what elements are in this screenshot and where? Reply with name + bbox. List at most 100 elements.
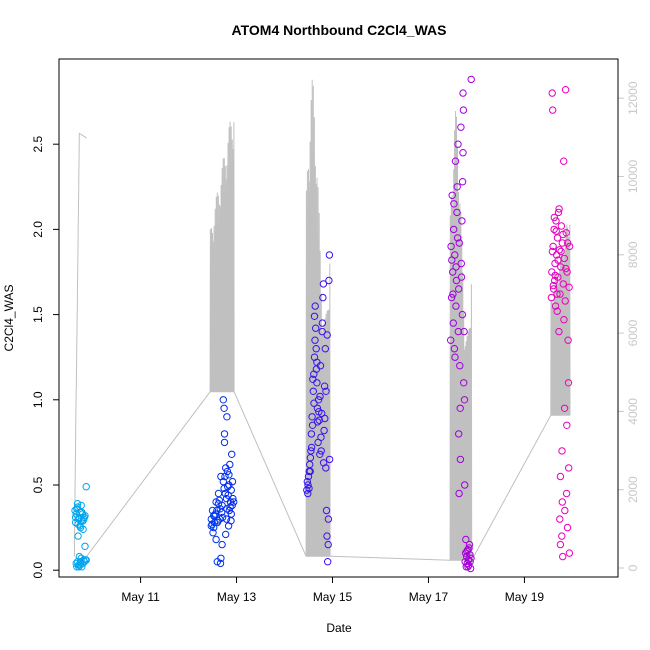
data-point <box>213 506 221 515</box>
data-point <box>564 239 572 247</box>
data-point <box>82 556 90 564</box>
data-point <box>464 563 472 571</box>
data-point <box>553 290 561 298</box>
data-point <box>450 200 458 208</box>
data-point <box>212 535 220 544</box>
data-point <box>217 554 225 562</box>
data-point <box>557 222 566 230</box>
data-point <box>304 472 313 481</box>
y2-tick-label: 12000 <box>626 81 640 115</box>
data-point <box>313 404 322 412</box>
data-point <box>223 467 232 476</box>
data-point <box>564 379 573 387</box>
data-point <box>309 375 317 383</box>
data-point <box>220 430 229 438</box>
data-point <box>226 503 234 511</box>
data-point <box>80 558 89 566</box>
data-point <box>218 508 226 516</box>
data-point <box>563 523 572 532</box>
data-point <box>214 500 223 508</box>
data-point <box>555 205 563 213</box>
data-point <box>452 276 461 285</box>
data-point <box>455 285 463 293</box>
x-tick-label: May 11 <box>121 590 160 604</box>
data-point <box>323 331 331 339</box>
data-point <box>215 496 224 504</box>
y-axis-label: C2Cl4_WAS <box>2 285 16 352</box>
data-point <box>465 540 474 549</box>
y2-tick-label: 6000 <box>626 319 640 346</box>
data-point <box>552 217 560 225</box>
data-point <box>555 327 563 336</box>
data-point <box>324 558 332 566</box>
data-point <box>223 413 231 421</box>
data-point <box>317 447 325 455</box>
data-point <box>458 217 466 225</box>
data-point <box>218 513 227 522</box>
data-point <box>323 532 331 540</box>
data-point <box>457 123 465 131</box>
data-point <box>449 290 457 298</box>
data-point <box>447 336 455 344</box>
data-point <box>316 450 324 458</box>
data-point <box>325 251 334 259</box>
data-point <box>322 506 331 515</box>
data-point <box>556 472 565 481</box>
y-tick-label: 1.5 <box>31 306 45 323</box>
data-point <box>460 396 469 404</box>
data-point <box>466 558 474 566</box>
data-point <box>304 481 312 489</box>
data-point <box>214 489 223 498</box>
data-point <box>313 358 321 366</box>
data-point <box>462 535 470 544</box>
data-point <box>77 517 85 525</box>
data-point <box>448 256 456 264</box>
x-tick-label: May 19 <box>505 590 545 604</box>
data-point <box>456 362 464 370</box>
data-point <box>320 426 328 435</box>
data-point <box>73 563 81 571</box>
data-point <box>558 447 566 455</box>
data-point <box>556 540 565 549</box>
altitude-trace-5 <box>550 224 571 416</box>
data-point <box>318 319 327 327</box>
data-point <box>224 483 232 491</box>
data-point <box>454 327 462 336</box>
data-point <box>459 149 467 157</box>
data-point <box>548 89 556 97</box>
data-point <box>448 191 456 200</box>
data-point <box>555 246 564 254</box>
data-point <box>447 293 456 302</box>
data-point <box>228 450 236 458</box>
data-point <box>310 399 318 407</box>
data-point <box>76 508 84 516</box>
data-point <box>306 454 315 462</box>
data-point <box>319 293 327 302</box>
data-point <box>455 239 463 247</box>
data-point <box>307 430 316 438</box>
x-axis-label: Date <box>326 621 352 635</box>
data-point <box>557 263 565 271</box>
data-point <box>549 281 557 290</box>
data-point <box>305 467 313 476</box>
data-point <box>550 285 558 293</box>
data-point <box>460 327 468 336</box>
x-tick-label: May 15 <box>313 590 353 604</box>
data-point <box>309 387 317 395</box>
data-point <box>565 464 573 472</box>
data-point <box>303 477 311 486</box>
data-point <box>220 438 229 447</box>
data-point <box>447 242 455 251</box>
data-point <box>451 353 459 361</box>
data-point <box>303 486 311 494</box>
data-point <box>561 86 570 94</box>
data-point <box>324 515 333 523</box>
data-point <box>452 302 460 310</box>
data-point <box>210 512 218 520</box>
data-point <box>209 529 217 537</box>
data-point <box>562 489 571 498</box>
data-point <box>559 280 567 288</box>
data-point <box>560 404 569 412</box>
x-tick-label: May 17 <box>409 590 449 604</box>
